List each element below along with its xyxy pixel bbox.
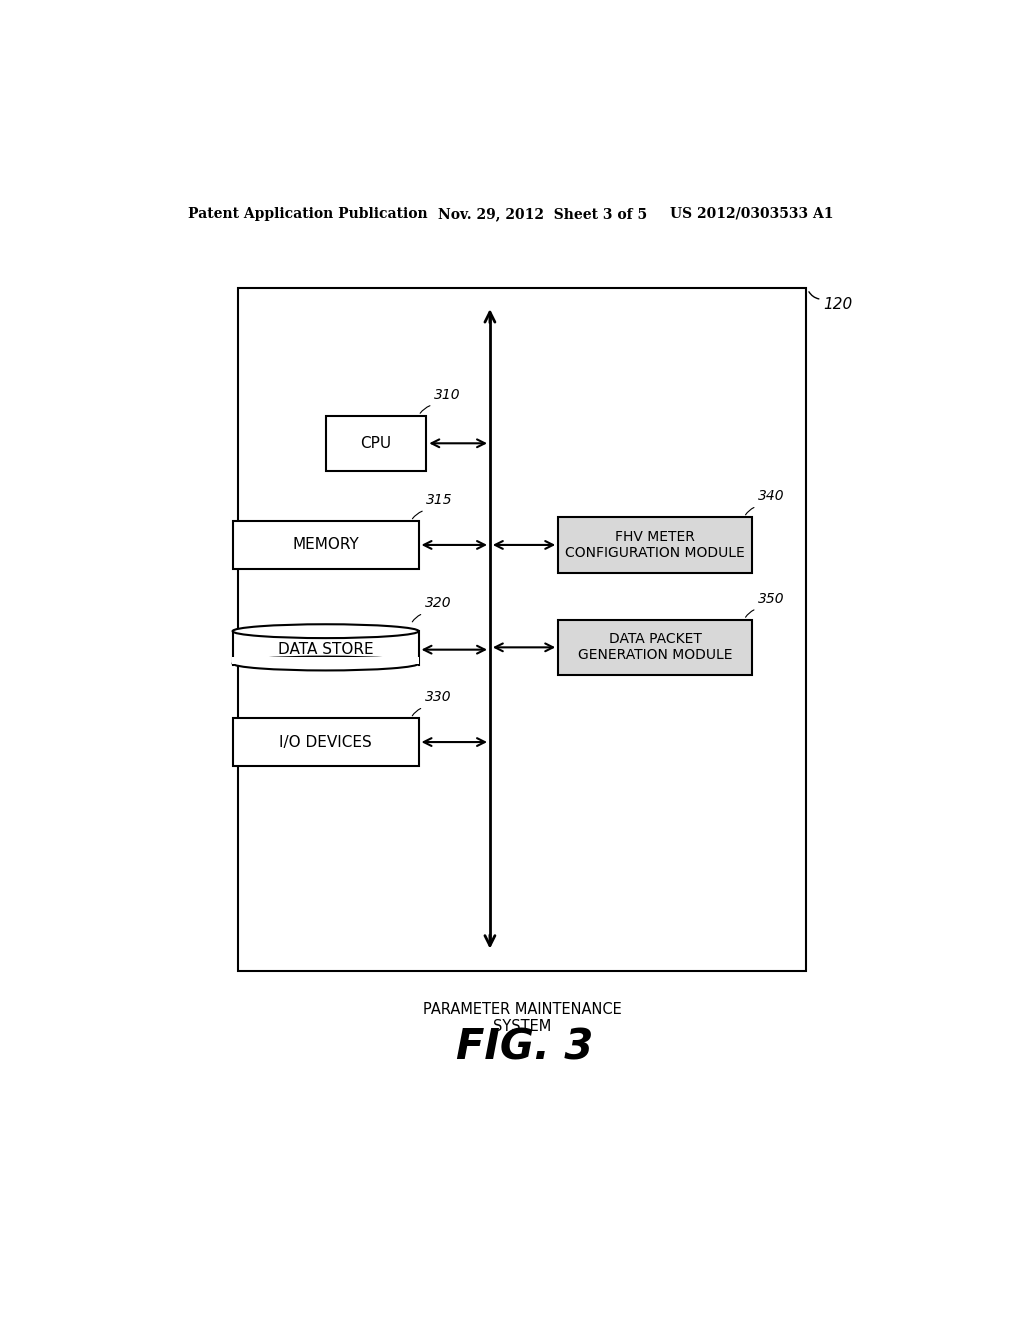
Bar (231, 656, 420, 664)
Text: DATA STORE: DATA STORE (278, 642, 374, 657)
Text: 320: 320 (425, 597, 452, 610)
Text: Patent Application Publication: Patent Application Publication (188, 207, 428, 220)
Bar (232, 631, 419, 664)
Bar (326, 416, 426, 471)
Text: FHV METER
CONFIGURATION MODULE: FHV METER CONFIGURATION MODULE (565, 529, 744, 560)
Bar (558, 619, 752, 675)
Text: I/O DEVICES: I/O DEVICES (280, 734, 372, 750)
Text: 120: 120 (823, 297, 852, 313)
Text: 315: 315 (426, 494, 453, 507)
Bar (238, 288, 806, 970)
Bar (232, 718, 419, 766)
Text: CPU: CPU (360, 436, 391, 451)
Text: Nov. 29, 2012  Sheet 3 of 5: Nov. 29, 2012 Sheet 3 of 5 (438, 207, 647, 220)
Ellipse shape (232, 624, 419, 638)
Ellipse shape (232, 656, 419, 671)
Text: MEMORY: MEMORY (292, 537, 359, 553)
Text: US 2012/0303533 A1: US 2012/0303533 A1 (671, 207, 834, 220)
Text: DATA PACKET
GENERATION MODULE: DATA PACKET GENERATION MODULE (578, 632, 732, 663)
Text: 310: 310 (434, 388, 461, 401)
Text: 330: 330 (425, 690, 452, 705)
Text: PARAMETER MAINTENANCE
SYSTEM: PARAMETER MAINTENANCE SYSTEM (423, 1002, 622, 1034)
Text: 340: 340 (758, 490, 784, 503)
Bar (232, 521, 419, 569)
Text: FIG. 3: FIG. 3 (456, 1027, 594, 1069)
Bar (558, 517, 752, 573)
Text: 350: 350 (758, 591, 784, 606)
